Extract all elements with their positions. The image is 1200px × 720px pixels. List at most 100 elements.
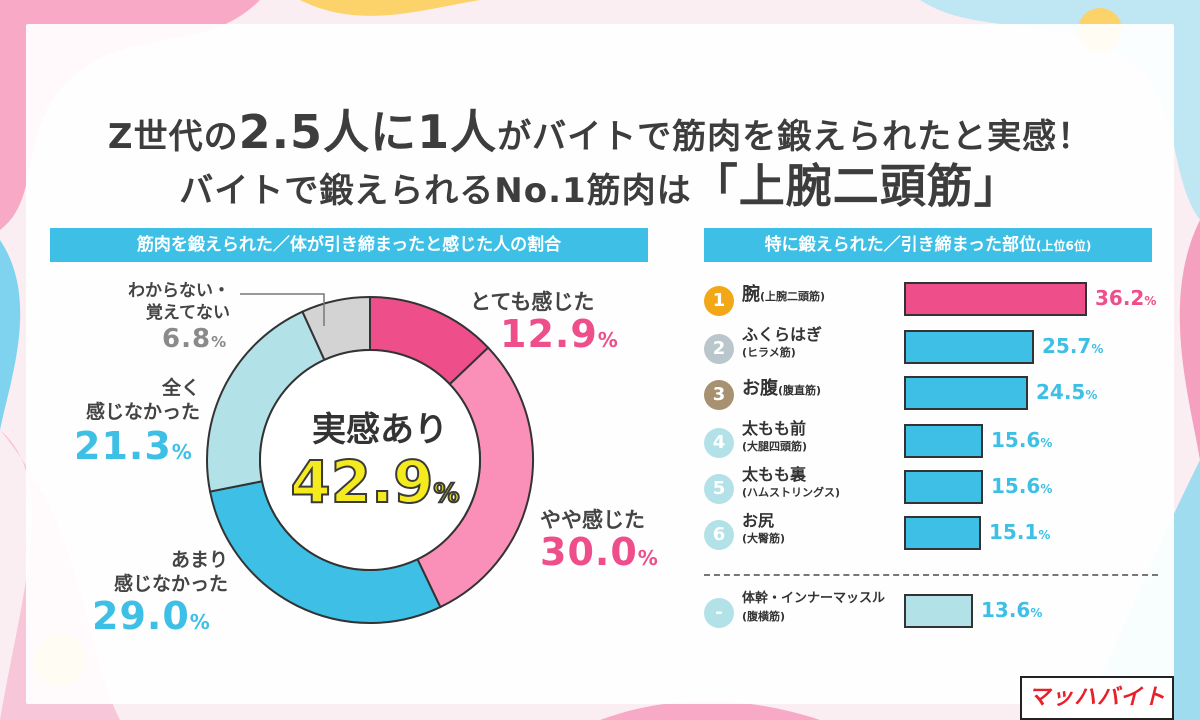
bar-name: 腕(上腕二頭筋)	[742, 280, 825, 306]
bar-name-main: お尻	[742, 511, 775, 530]
bar-value-num: 24.5	[1036, 380, 1086, 404]
bar-name-main: 腕	[742, 284, 760, 305]
bar-name-sub: (ヒラメ筋)	[742, 346, 796, 359]
separator-dashed	[704, 574, 1158, 576]
bar-name-sub: (大腿四頭筋)	[742, 440, 808, 453]
slice-value-unknown-num: 6.8	[162, 324, 212, 354]
rank-badge: 3	[704, 380, 734, 410]
headline-1b: 2.5人に1人	[238, 105, 498, 159]
slice-value-somewhat-num: 30.0	[540, 530, 638, 574]
slice-value-none: 21.3%	[74, 424, 193, 468]
bar	[904, 594, 973, 628]
slice-label-unknown-a: わからない・	[128, 281, 230, 301]
bar-value-num: 15.6	[991, 428, 1041, 452]
bar	[904, 470, 983, 504]
donut-chart-header: 筋肉を鍛えられた／体が引き締まったと感じた人の割合	[50, 228, 648, 262]
slice-value-very: 12.9%	[500, 312, 619, 356]
bar-name-main: ふくらはぎ	[742, 325, 823, 344]
bar-name: 太もも前 (大腿四頭筋)	[742, 420, 807, 456]
bar-value-num: 15.1	[989, 520, 1039, 544]
bar-value: 25.7%	[1042, 334, 1103, 358]
slice-label-notmuch-b: 感じなかった	[113, 573, 228, 595]
slice-value-unknown: 6.8%	[162, 324, 227, 354]
headline-line1: Z世代の2.5人に1人がバイトで筋肉を鍛えられたと実感！	[0, 96, 1200, 162]
slice-label-unknown: わからない・ 覚えてない	[100, 280, 230, 324]
bar-value-unit: %	[1091, 342, 1104, 356]
headline-1c: がバイトで筋肉を鍛えられたと実感！	[497, 117, 1093, 157]
bar-row-7: - 体幹・インナーマッスル (腹横筋) 13.6%	[704, 590, 1184, 634]
slice-label-none-a: 全く	[161, 377, 200, 399]
bar-name-main: お腹	[742, 378, 778, 399]
bar-value: 15.6%	[991, 428, 1052, 452]
bar	[904, 516, 981, 550]
bar-row-5: 5 太もも裏 (ハムストリングス) 15.6%	[704, 466, 1184, 510]
bar-name-sub: (大臀筋)	[742, 532, 786, 545]
slice-label-none: 全く 感じなかった	[60, 376, 200, 424]
bar	[904, 330, 1034, 364]
bar-value-num: 25.7	[1042, 334, 1092, 358]
bar-chart-header: 特に鍛えられた／引き締まった部位(上位6位)	[704, 228, 1152, 262]
slice-value-notmuch: 29.0%	[92, 594, 211, 638]
bar-value: 15.6%	[991, 474, 1052, 498]
slice-label-notmuch: あまり 感じなかった	[108, 548, 228, 596]
bar	[904, 282, 1087, 316]
bar-value: 24.5%	[1036, 380, 1097, 404]
bar-name-main: 太もも裏	[742, 465, 807, 484]
slice-label-none-b: 感じなかった	[85, 401, 200, 423]
bar-value-unit: %	[1030, 606, 1043, 620]
slice-value-notmuch-num: 29.0	[92, 594, 190, 638]
donut-chart	[206, 295, 534, 624]
slice-value-very-unit: %	[597, 328, 619, 352]
bar-value-unit: %	[1038, 528, 1051, 542]
slice-label-unknown-b: 覚えてない	[145, 303, 230, 323]
donut-hole	[259, 349, 481, 571]
brand-logo: マッハバイト	[1020, 676, 1174, 720]
content-panel	[26, 24, 1174, 704]
bar-name-sub: (上腕二頭筋)	[760, 290, 826, 303]
bar	[904, 424, 983, 458]
bar-chart-header-small: (上位6位)	[1036, 239, 1092, 253]
rank-badge: 5	[704, 474, 734, 504]
bar-value: 13.6%	[981, 598, 1042, 622]
bar-value-unit: %	[1144, 294, 1157, 308]
bar-name-sub: (ハムストリングス)	[742, 486, 841, 499]
slice-value-somewhat: 30.0%	[540, 530, 659, 574]
bar-name-sub: (腹横筋)	[742, 610, 786, 623]
slice-value-none-unit: %	[171, 440, 193, 464]
donut-center-value: 42.9%	[270, 447, 480, 517]
bar-value-num: 15.6	[991, 474, 1041, 498]
headline-2a: バイトで鍛えられるNo.1筋肉は	[179, 171, 692, 211]
slice-value-notmuch-unit: %	[189, 610, 211, 634]
bar-name-main: 太もも前	[742, 419, 807, 438]
bar-value-unit: %	[1085, 388, 1098, 402]
bar-chart-header-text: 特に鍛えられた／引き締まった部位	[764, 235, 1036, 255]
bar-row-3: 3 お腹(腹直筋) 24.5%	[704, 372, 1184, 416]
rank-badge: 2	[704, 334, 734, 364]
slice-label-notmuch-a: あまり	[170, 549, 228, 571]
bar	[904, 376, 1028, 410]
bar-name: お腹(腹直筋)	[742, 374, 821, 400]
bar-name: 体幹・インナーマッスル (腹横筋)	[742, 590, 885, 626]
slice-label-very: とても感じた	[470, 290, 595, 314]
center-value-number: 42.9	[289, 447, 434, 517]
headline-1a: Z世代の	[107, 117, 239, 157]
bar-row-4: 4 太もも前 (大腿四頭筋) 15.6%	[704, 420, 1184, 464]
bar-row-6: 6 お尻 (大臀筋) 15.1%	[704, 512, 1184, 556]
bar-name: ふくらはぎ (ヒラメ筋)	[742, 326, 822, 362]
center-value-unit: %	[433, 478, 461, 510]
bar-value-num: 36.2	[1095, 286, 1145, 310]
bar-row-1: 1 腕(上腕二頭筋) 36.2%	[704, 278, 1184, 322]
bar-value: 36.2%	[1095, 286, 1156, 310]
leader-line	[240, 293, 325, 326]
bar-value-unit: %	[1040, 436, 1053, 450]
bar-value: 15.1%	[989, 520, 1050, 544]
rank-badge: 4	[704, 428, 734, 458]
bar-name: お尻 (大臀筋)	[742, 512, 785, 548]
bar-name-sub: (腹直筋)	[778, 384, 822, 397]
bar-name: 太もも裏 (ハムストリングス)	[742, 466, 840, 502]
slice-value-somewhat-unit: %	[637, 546, 659, 570]
bar-row-2: 2 ふくらはぎ (ヒラメ筋) 25.7%	[704, 326, 1184, 370]
headline-line2: バイトで鍛えられるNo.1筋肉は「上腕二頭筋」	[0, 150, 1200, 216]
slice-value-none-num: 21.3	[74, 424, 172, 468]
bar-name-main: 体幹・インナーマッスル	[742, 591, 886, 606]
